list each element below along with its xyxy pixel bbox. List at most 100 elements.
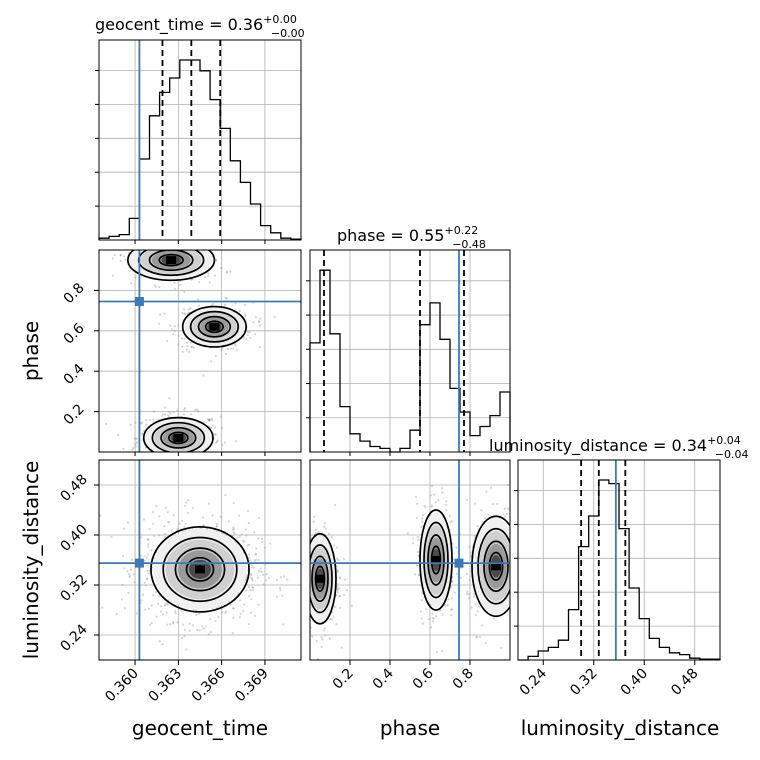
- scatter-point: [229, 270, 232, 273]
- scatter-point: [447, 598, 450, 601]
- scatter-point: [183, 290, 186, 293]
- scatter-point: [511, 564, 513, 566]
- scatter-point: [134, 437, 137, 440]
- scatter-point: [170, 530, 173, 533]
- x-label-phase: phase: [380, 716, 440, 740]
- scatter-point: [126, 570, 129, 573]
- scatter-point: [238, 616, 241, 619]
- scatter-point: [145, 419, 148, 422]
- scatter-point: [308, 604, 310, 606]
- contour-line: [197, 315, 232, 338]
- scatter-point: [223, 441, 227, 444]
- scatter-point: [251, 579, 254, 582]
- scatter-point: [254, 316, 257, 319]
- x-tick-label: 0.363: [146, 666, 186, 706]
- scatter-point: [249, 559, 252, 562]
- scatter-point: [286, 578, 289, 581]
- scatter-point: [211, 419, 214, 422]
- scatter-point: [324, 527, 327, 530]
- scatter-point: [475, 636, 478, 639]
- scatter-point: [478, 636, 481, 639]
- scatter-point: [242, 609, 245, 613]
- scatter-point: [330, 535, 334, 539]
- scatter-point: [202, 627, 205, 630]
- scatter-point: [239, 612, 242, 615]
- scatter-point: [305, 565, 307, 567]
- scatter-point: [248, 543, 251, 546]
- scatter-point: [143, 246, 145, 248]
- scatter-point: [225, 610, 228, 613]
- scatter-point: [132, 447, 135, 450]
- density-peak: [431, 556, 441, 564]
- scatter-point: [516, 563, 518, 565]
- scatter-point: [321, 638, 324, 641]
- scatter-point: [216, 439, 219, 442]
- scatter-point: [110, 535, 113, 538]
- scatter-point: [181, 311, 184, 314]
- scatter-point: [184, 312, 187, 315]
- scatter-point: [451, 608, 454, 611]
- scatter-point: [189, 307, 192, 310]
- scatter-point: [415, 564, 418, 567]
- scatter-point: [242, 539, 245, 542]
- scatter-point: [264, 579, 268, 582]
- y-tick-label: 0.4: [61, 361, 88, 388]
- scatter-point: [420, 617, 423, 620]
- contour-line: [427, 534, 445, 586]
- scatter-point: [161, 413, 164, 416]
- scatter-point: [234, 302, 237, 305]
- scatter-point: [201, 516, 205, 519]
- scatter-point: [177, 334, 180, 337]
- scatter-point: [236, 536, 239, 539]
- scatter-point: [258, 346, 261, 349]
- x-tick-label: 0.360: [102, 666, 142, 706]
- scatter-point: [209, 618, 212, 621]
- scatter-point: [134, 421, 137, 424]
- scatter-point: [130, 282, 133, 285]
- scatter-point: [209, 360, 212, 363]
- scatter-point: [242, 337, 245, 340]
- scatter-point: [177, 343, 180, 346]
- scatter-point: [121, 583, 124, 586]
- scatter-point: [178, 522, 181, 525]
- scatter-point: [467, 593, 470, 596]
- scatter-point: [119, 254, 122, 257]
- scatter-point: [421, 599, 424, 602]
- scatter-point: [180, 455, 182, 457]
- scatter-point: [152, 594, 155, 597]
- density-peak: [173, 433, 184, 442]
- y-label-phase: phase: [19, 321, 43, 381]
- scatter-point: [429, 494, 432, 497]
- scatter-point: [468, 578, 471, 582]
- scatter-point: [232, 526, 235, 529]
- scatter-point: [249, 336, 252, 339]
- scatter-point: [196, 298, 200, 301]
- scatter-point: [246, 544, 249, 547]
- scatter-point: [234, 440, 238, 443]
- scatter-point: [141, 421, 144, 424]
- scatter-point: [146, 538, 149, 541]
- scatter-point: [500, 646, 503, 649]
- scatter-point: [302, 542, 304, 544]
- scatter-point: [127, 572, 130, 575]
- scatter-point: [415, 517, 418, 520]
- scatter-point: [208, 418, 211, 421]
- scatter-point: [511, 558, 513, 560]
- scatter-point: [262, 573, 265, 577]
- scatter-point: [192, 507, 195, 510]
- scatter-point: [239, 599, 242, 602]
- scatter-point: [218, 246, 220, 248]
- scatter-point: [225, 297, 228, 300]
- scatter-point: [198, 281, 201, 284]
- scatter-point: [245, 534, 248, 537]
- scatter-point: [146, 569, 149, 573]
- scatter-point: [427, 618, 430, 621]
- scatter-point: [250, 598, 253, 601]
- scatter-point: [421, 622, 424, 625]
- scatter-point: [187, 511, 190, 515]
- scatter-point: [420, 517, 423, 520]
- scatter-point: [169, 454, 171, 456]
- scatter-point: [303, 550, 305, 552]
- scatter-point: [121, 244, 123, 246]
- scatter-point: [469, 551, 472, 554]
